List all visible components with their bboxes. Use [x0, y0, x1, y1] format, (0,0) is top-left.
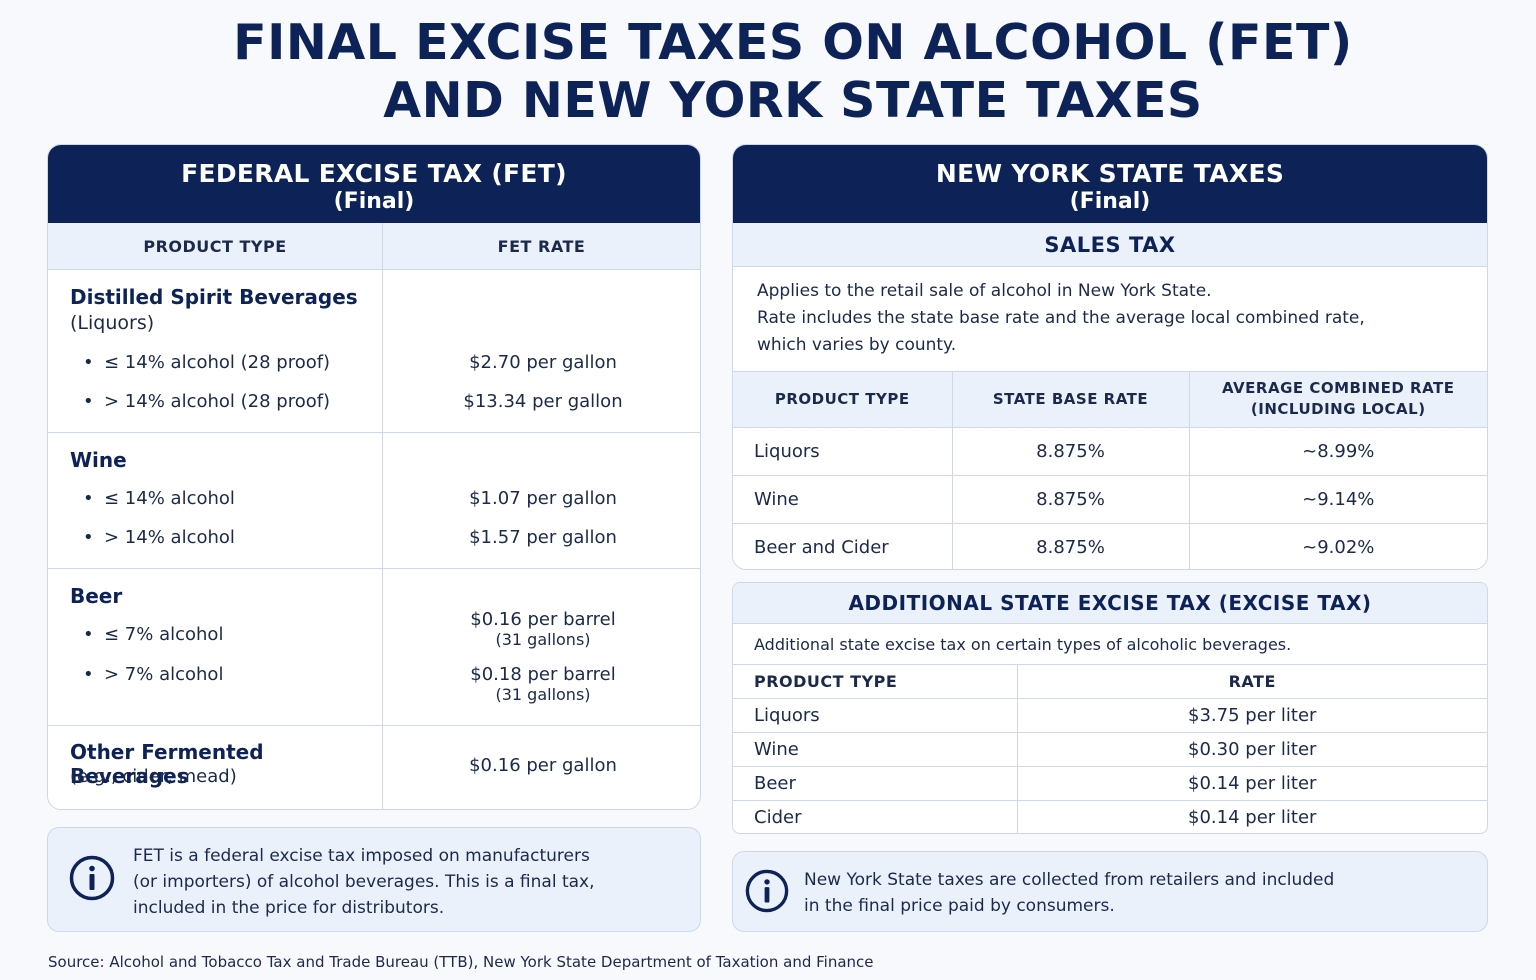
col-product-type: PRODUCT TYPE — [733, 372, 953, 428]
spirits-item-1: ≤ 14% alcohol (28 proof) — [83, 352, 330, 373]
col-product-type: PRODUCT TYPE — [733, 665, 1018, 699]
fet-info-text: FET is a federal excise tax imposed on m… — [133, 846, 595, 918]
title-line-2: AND NEW YORK STATE TAXES — [383, 72, 1203, 129]
sales-tax-description: Applies to the retail sale of alcohol in… — [733, 267, 1487, 372]
sales-tax-heading: SALES TAX — [733, 223, 1487, 267]
other-rate: $0.16 per gallon — [469, 755, 617, 776]
spirits-name: Distilled Spirit Beverages — [70, 285, 358, 309]
fet-row-beer: Beer ≤ 7% alcohol > 7% alcohol $0.16 per… — [48, 569, 700, 726]
table-row: Liquors 8.875% ~8.99% — [733, 427, 1487, 476]
excise-table: PRODUCT TYPE RATE Liquors $3.75 per lite… — [733, 665, 1487, 833]
ny-panel-header: NEW YORK STATE TAXES (Final) — [733, 145, 1487, 223]
fet-subheading: (Final) — [333, 189, 415, 214]
fet-panel-header: FEDERAL EXCISE TAX (FET) (Final) — [48, 145, 700, 223]
beer-name: Beer — [70, 584, 123, 608]
wine-item-1: ≤ 14% alcohol — [83, 488, 235, 509]
wine-rate-2: $1.57 per gallon — [469, 527, 617, 548]
wine-name: Wine — [70, 448, 127, 472]
table-row: Liquors $3.75 per liter — [733, 698, 1487, 733]
spirits-rate-1: $2.70 per gallon — [469, 352, 617, 373]
other-name: Other Fermented Beverages — [70, 740, 264, 788]
source-note: Source: Alcohol and Tobacco Tax and Trad… — [48, 953, 874, 971]
wine-rate-1: $1.07 per gallon — [469, 488, 617, 509]
beer-item-2: > 7% alcohol — [83, 664, 223, 685]
col-state-base-rate: STATE BASE RATE — [952, 372, 1190, 428]
table-row: Wine $0.30 per liter — [733, 732, 1487, 767]
table-header-row: PRODUCT TYPE STATE BASE RATE AVERAGE COM… — [733, 372, 1487, 428]
info-icon — [69, 855, 115, 901]
sales-tax-table: PRODUCT TYPE STATE BASE RATE AVERAGE COM… — [733, 372, 1487, 569]
table-row: Beer $0.14 per liter — [733, 766, 1487, 801]
table-header-row: PRODUCT TYPE RATE — [733, 665, 1487, 699]
beer-rate-2-note: (31 gallons) — [495, 685, 591, 704]
ny-info-text: New York State taxes are collected from … — [804, 870, 1335, 916]
spirits-item-2: > 14% alcohol (28 proof) — [83, 391, 330, 412]
ny-panel: NEW YORK STATE TAXES (Final) SALES TAX A… — [732, 144, 1488, 570]
info-icon — [745, 869, 789, 913]
spirits-rate-2: $13.34 per gallon — [463, 391, 623, 412]
wine-item-2: > 14% alcohol — [83, 527, 235, 548]
other-sub: (e.g., cider, mead) — [70, 766, 237, 787]
excise-panel: ADDITIONAL STATE EXCISE TAX (EXCISE TAX)… — [732, 582, 1488, 834]
fet-heading: FEDERAL EXCISE TAX (FET) — [181, 159, 567, 188]
fet-row-spirits: Distilled Spirit Beverages (Liquors) ≤ 1… — [48, 270, 700, 433]
ny-heading: NEW YORK STATE TAXES — [935, 159, 1285, 188]
fet-panel: FEDERAL EXCISE TAX (FET) (Final) PRODUCT… — [47, 144, 701, 810]
table-row: Beer and Cider 8.875% ~9.02% — [733, 523, 1487, 569]
beer-item-1: ≤ 7% alcohol — [83, 624, 223, 645]
excise-heading: ADDITIONAL STATE EXCISE TAX (EXCISE TAX) — [733, 583, 1487, 624]
beer-rate-1-note: (31 gallons) — [495, 630, 591, 649]
beer-rate-1: $0.16 per barrel (31 gallons) — [384, 609, 700, 650]
table-row: Wine 8.875% ~9.14% — [733, 475, 1487, 524]
ny-info-box: New York State taxes are collected from … — [732, 851, 1488, 932]
excise-description: Additional state excise tax on certain t… — [733, 624, 1487, 665]
fet-row-other: Other Fermented Beverages (e.g., cider, … — [48, 726, 700, 809]
fet-col-rate: FET RATE — [497, 236, 586, 256]
fet-info-box: FET is a federal excise tax imposed on m… — [47, 827, 701, 932]
spirits-sub: (Liquors) — [70, 312, 155, 334]
fet-column-header: PRODUCT TYPE FET RATE — [48, 223, 700, 270]
title-line-1: FINAL EXCISE TAXES ON ALCOHOL (FET) — [233, 14, 1353, 71]
beer-rate-2: $0.18 per barrel (31 gallons) — [384, 664, 700, 705]
table-row: Cider $0.14 per liter — [733, 800, 1487, 833]
page-title: FINAL EXCISE TAXES ON ALCOHOL (FET) AND … — [0, 14, 1536, 130]
col-avg-combined-rate: AVERAGE COMBINED RATE (INCLUDING LOCAL) — [1189, 372, 1487, 428]
fet-row-wine: Wine ≤ 14% alcohol > 14% alcohol $1.07 p… — [48, 433, 700, 569]
col-rate: RATE — [1017, 665, 1487, 699]
ny-subheading: (Final) — [1069, 189, 1151, 214]
fet-col-product: PRODUCT TYPE — [48, 223, 383, 269]
